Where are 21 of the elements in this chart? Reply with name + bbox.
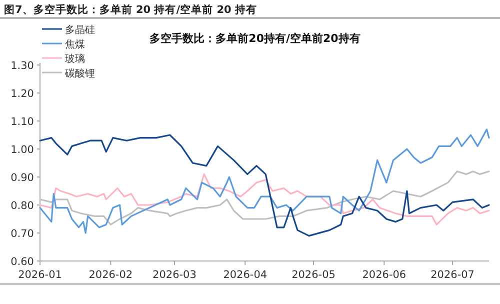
y-tick-label: 0.90 [10,172,34,184]
x-tick-label: 2026-02 [88,269,133,281]
legend-label: 碳酸锂 [64,68,95,80]
y-tick-label: 0.80 [10,200,34,212]
x-tick-label: 2026-06 [362,269,406,281]
legend-label: 玻璃 [65,53,85,65]
x-tick-label: 2026-01 [18,269,62,281]
x-tick-label: 2026-07 [430,269,474,281]
x-tick-label: 2026-05 [292,269,336,281]
y-tick-label: 1.30 [10,60,34,72]
legend-label: 多晶硅 [65,24,95,36]
y-tick-label: 0.60 [10,256,34,268]
x-tick-label: 2026-03 [152,269,196,281]
y-tick-label: 1.10 [10,116,34,128]
x-tick-label: 2026-04 [223,269,268,281]
chart-title: 图7、多空手数比：多单前 20 持有/空单前 20 持有 [4,3,257,16]
y-tick-label: 0.70 [10,228,34,240]
y-tick-label: 1.20 [10,88,34,100]
legend-label: 焦煤 [65,38,85,50]
chart-subtitle: 多空手数比：多单前20持有/空单前20持有 [150,32,360,45]
y-tick-label: 1.00 [10,144,34,156]
